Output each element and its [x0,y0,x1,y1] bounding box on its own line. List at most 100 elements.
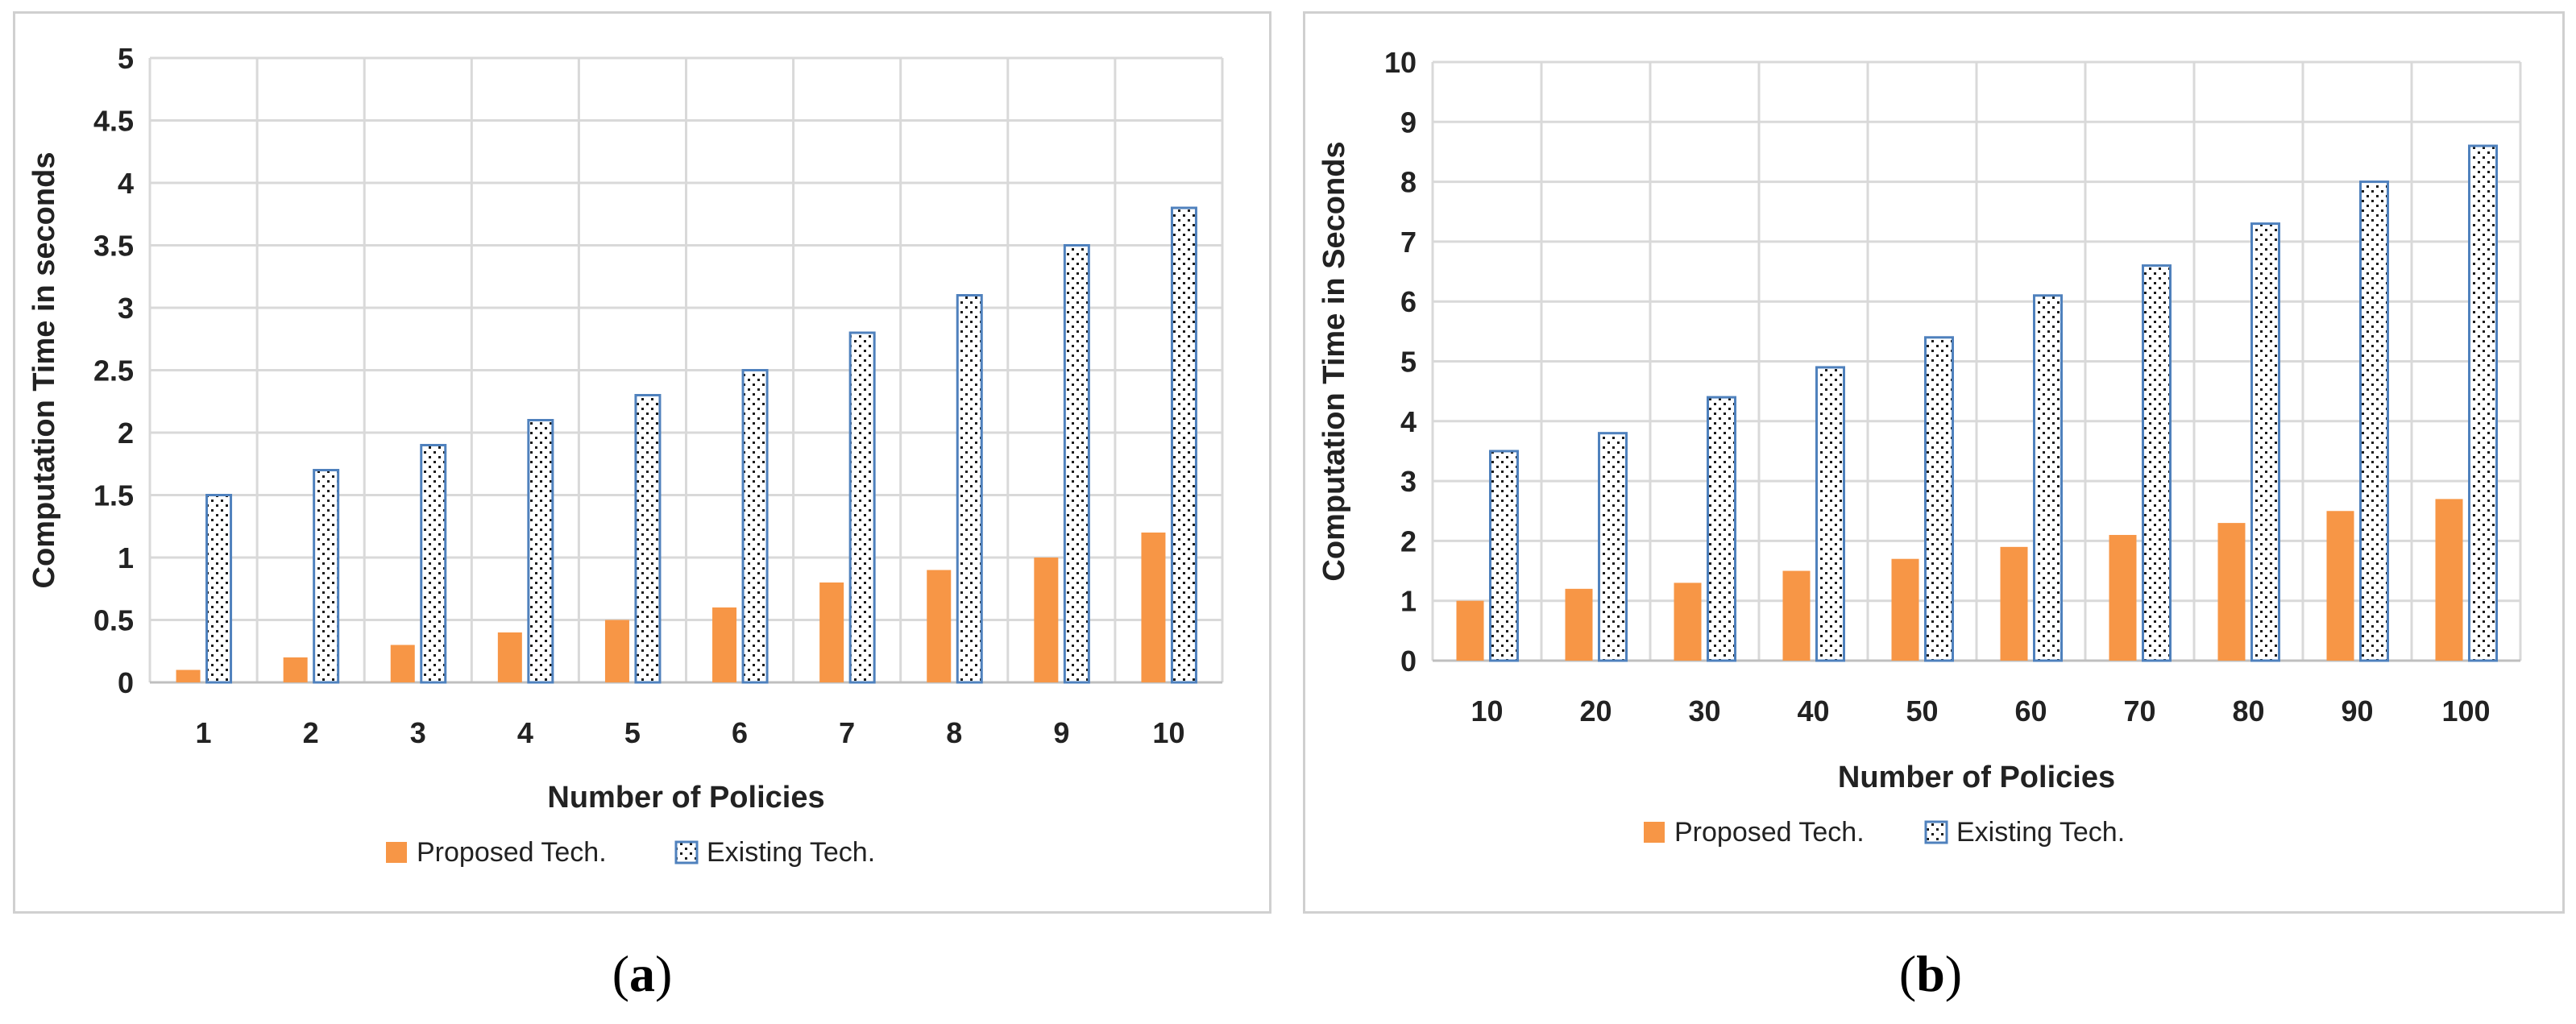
bar-existing [956,294,983,684]
y-tick-label: 3.5 [93,230,134,263]
y-tick-label: 3 [118,292,134,325]
y-tick-label: 9 [1400,106,1417,139]
subfigure-label-b: (b) [1898,945,1963,1002]
bar-existing [1598,432,1628,662]
bar-proposed [283,657,308,682]
x-tick-label: 10 [1471,694,1503,728]
y-tick-label: 0.5 [93,604,134,637]
y-tick-label: 5 [118,42,134,75]
bar-proposed [1674,582,1702,661]
legend-swatch-existing [674,840,699,864]
y-axis-label: Computation Time in Seconds [1317,141,1351,581]
y-tick-label: 3 [1400,465,1417,498]
y-tick-label: 8 [1400,166,1417,199]
legend-swatch-existing [1924,820,1948,844]
y-tick-label: 7 [1400,226,1417,259]
legend-swatch-proposed [386,842,407,863]
bar-proposed [1565,588,1593,661]
x-axis-label: Number of Policies [547,781,824,815]
y-tick-label: 1 [1400,585,1417,618]
bar-proposed [927,570,952,682]
subfigure-label-a: (a) [612,945,673,1002]
x-tick-label: 60 [2014,694,2047,728]
bar-proposed [497,632,522,682]
x-tick-label: 8 [946,716,962,749]
x-tick-label: 10 [1152,716,1184,749]
bar-proposed [2217,523,2246,661]
bar-proposed [604,620,629,682]
chart-a-svg: 0 0.5 1 1.5 2 2.5 3 3.5 4 4.5 5 1 2 3 4 5 6 7 8 9 10 Number o… [27,42,1224,868]
x-tick-label: 50 [1906,694,1938,728]
bar-proposed [819,582,844,682]
y-tick-label: 5 [1400,346,1417,379]
legend-label-existing: Existing Tech. [1956,817,2125,848]
x-tick-label: 70 [2123,694,2155,728]
bar-existing [527,419,554,684]
bar-proposed [2435,499,2463,661]
bar-existing [741,369,769,684]
bar-existing [1170,206,1197,684]
y-tick-label: 0 [118,666,134,699]
bar-existing [205,494,233,684]
y-tick-label: 4 [1400,405,1417,438]
x-tick-label: 20 [1579,694,1612,728]
y-tick-label: 0 [1400,645,1417,678]
x-tick-label: 7 [839,716,855,749]
y-tick-label: 1.5 [93,479,134,512]
x-tick-label: 5 [624,716,641,749]
chart-b-svg: 0 1 2 3 4 5 6 7 8 9 10 10 20 30 40 50 60 70 80 90 100 Number … [1317,46,2522,848]
y-tick-label: 2 [118,417,134,450]
bar-proposed [1782,570,1811,661]
y-axis-label: Computation Time in seconds [27,152,61,589]
bar-proposed [2109,534,2137,661]
bar-existing [1063,244,1090,684]
bar-existing [1707,396,1736,662]
bar-proposed [176,670,201,682]
x-tick-label: 1 [196,716,212,749]
bar-existing [2359,180,2389,662]
y-tick-label: 1 [118,541,134,574]
legend-label-proposed: Proposed Tech. [1674,817,1865,848]
bar-proposed [1034,558,1059,682]
bar-existing [1489,450,1519,662]
bar-proposed [712,607,737,682]
bar-existing [2250,222,2280,662]
y-tick-label: 4 [118,167,134,200]
y-tick-label: 2.5 [93,354,134,388]
x-tick-label: 100 [2441,694,2490,728]
x-tick-label: 40 [1797,694,1829,728]
legend-swatch-proposed [1644,822,1665,843]
x-tick-label: 9 [1053,716,1069,749]
bar-existing [1924,336,1954,662]
y-tick-label: 10 [1384,46,1417,79]
y-tick-label: 2 [1400,524,1417,558]
bar-existing [313,469,340,684]
bar-existing [848,331,876,684]
bar-proposed [2326,511,2354,661]
chart-panel-b: 0 1 2 3 4 5 6 7 8 9 10 10 20 30 40 50 60 70 80 90 100 Number … [1303,11,2565,914]
y-tick-label: 6 [1400,285,1417,318]
bar-existing [2142,264,2172,662]
x-tick-label: 3 [410,716,426,749]
bar-proposed [2000,546,2028,661]
y-tick-label: 4.5 [93,105,134,138]
bar-existing [1815,366,1845,662]
x-tick-label: 80 [2232,694,2264,728]
x-tick-label: 90 [2341,694,2373,728]
x-axis-label: Number of Policies [1838,761,2115,794]
bar-proposed [1891,558,1919,661]
x-tick-label: 6 [732,716,748,749]
bar-existing [420,444,447,684]
legend-label-existing: Existing Tech. [707,837,875,868]
x-tick-label: 4 [517,716,533,749]
legend-label-proposed: Proposed Tech. [417,837,607,868]
bar-proposed [390,645,415,682]
bar-existing [2468,144,2498,662]
chart-panel-a: 0 0.5 1 1.5 2 2.5 3 3.5 4 4.5 5 1 2 3 4 5 6 7 8 9 10 Number o… [13,11,1271,914]
x-tick-label: 30 [1688,694,1720,728]
bar-existing [2033,294,2063,662]
bar-existing [634,394,662,684]
bar-proposed [1456,600,1484,661]
x-tick-label: 2 [303,716,319,749]
bar-proposed [1141,533,1166,682]
